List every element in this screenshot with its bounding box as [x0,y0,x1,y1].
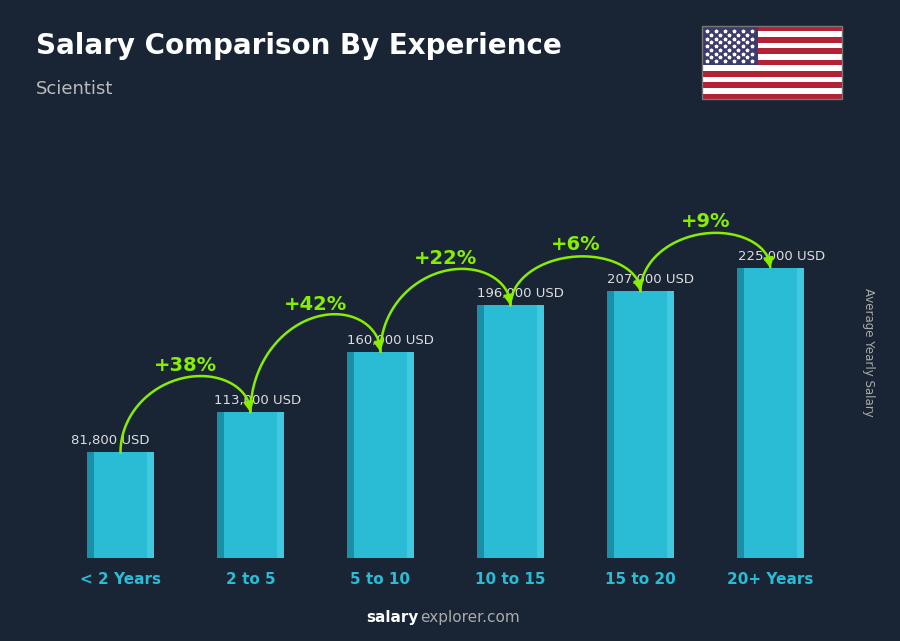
Text: Average Yearly Salary: Average Yearly Salary [862,288,875,417]
Bar [702,88,842,94]
Bar [702,31,842,37]
Bar [346,352,354,558]
Bar [667,292,674,558]
Bar [702,65,842,71]
Text: 20+ Years: 20+ Years [727,572,814,587]
Bar [702,37,842,43]
Text: 10 to 15: 10 to 15 [475,572,545,587]
Bar [797,268,805,558]
Bar [217,412,284,558]
Text: 113,000 USD: 113,000 USD [214,394,302,407]
Bar [702,26,758,65]
Bar [737,268,743,558]
Text: +42%: +42% [284,296,347,314]
Bar [346,352,414,558]
Text: +38%: +38% [154,356,217,374]
Bar [702,82,842,88]
Text: 2 to 5: 2 to 5 [226,572,275,587]
Bar [702,54,842,60]
Bar [477,306,484,558]
Text: 15 to 20: 15 to 20 [605,572,676,587]
Text: 225,000 USD: 225,000 USD [738,250,825,263]
Text: +9%: +9% [680,212,730,231]
Bar [148,453,154,558]
Bar [702,94,842,99]
Text: 5 to 10: 5 to 10 [350,572,410,587]
Bar [277,412,284,558]
Text: 81,800 USD: 81,800 USD [71,434,149,447]
Text: 207,000 USD: 207,000 USD [607,273,694,286]
Text: Scientist: Scientist [36,80,113,98]
Text: < 2 Years: < 2 Years [80,572,161,587]
Bar [537,306,544,558]
Text: salary: salary [366,610,418,625]
Bar [217,412,224,558]
Bar [702,60,842,65]
Bar [477,306,544,558]
Text: 196,000 USD: 196,000 USD [477,287,563,300]
Bar [86,453,94,558]
Bar [607,292,674,558]
Bar [407,352,414,558]
Bar [607,292,614,558]
Bar [702,77,842,82]
Bar [86,453,154,558]
Bar [702,48,842,54]
Bar [702,26,842,31]
Bar [737,268,805,558]
Text: +6%: +6% [551,235,600,254]
Bar [702,43,842,48]
Text: Salary Comparison By Experience: Salary Comparison By Experience [36,32,562,60]
Text: 160,000 USD: 160,000 USD [346,333,434,347]
Text: +22%: +22% [414,249,477,268]
Bar [702,71,842,77]
Text: explorer.com: explorer.com [420,610,520,625]
